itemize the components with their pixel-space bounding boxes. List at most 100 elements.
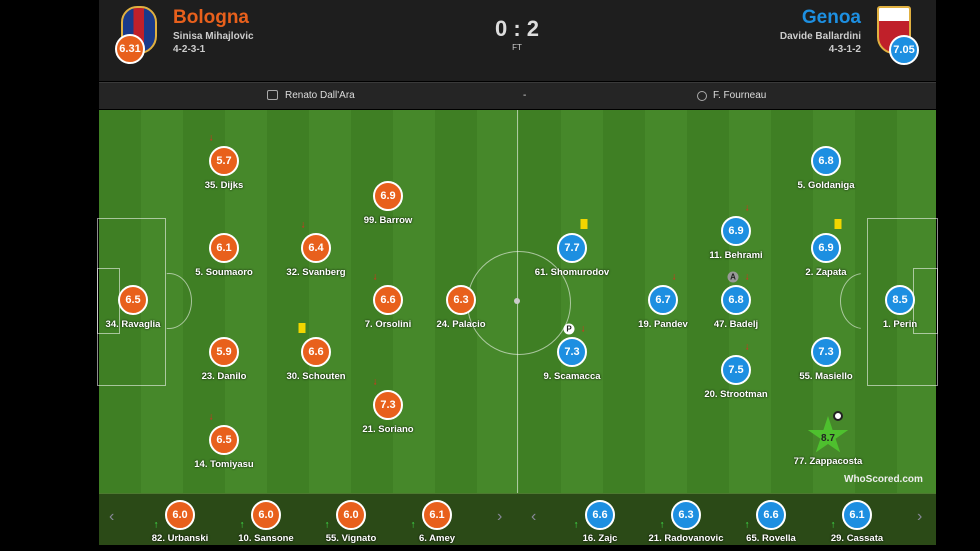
- player-name[interactable]: 11. Behrami: [709, 250, 763, 261]
- player-name[interactable]: 77. Zappacosta: [793, 456, 863, 467]
- yellow-card-icon: [298, 323, 306, 333]
- player-name[interactable]: 1. Perin: [882, 319, 918, 330]
- home-subs-next-icon[interactable]: ›: [497, 508, 503, 525]
- player-name[interactable]: 20. Strootman: [704, 389, 768, 400]
- player-rating[interactable]: 6.1: [209, 233, 239, 263]
- player-rating[interactable]: 6.9: [373, 181, 403, 211]
- venue: Renato Dall'Ara: [285, 90, 355, 101]
- sub-player-name[interactable]: 6. Amey: [418, 533, 456, 544]
- sub-on-arrow-icon: ↑: [744, 519, 750, 531]
- sub-off-arrow-icon: ↓: [744, 271, 750, 283]
- player-rating[interactable]: 7.5: [721, 355, 751, 385]
- player-rating[interactable]: 6.7: [648, 285, 678, 315]
- pitch: WhoScored.com: [97, 110, 938, 493]
- sub-off-arrow-icon: ↓: [300, 219, 306, 231]
- referee: F. Fourneau: [713, 90, 767, 101]
- player-name[interactable]: 21. Soriano: [362, 424, 414, 435]
- sub-on-arrow-icon: ↑: [239, 519, 245, 531]
- player-name[interactable]: 5. Soumaoro: [195, 267, 253, 278]
- away-manager: Davide Ballardini: [779, 31, 861, 42]
- stadium-icon: [267, 90, 278, 100]
- sub-player-name[interactable]: 10. Sansone: [238, 533, 294, 544]
- sub-player-rating[interactable]: 6.0: [251, 500, 281, 530]
- sub-player-rating[interactable]: 6.1: [422, 500, 452, 530]
- player-rating[interactable]: 6.9: [811, 233, 841, 263]
- home-team-rating: 6.31: [115, 34, 145, 64]
- player-rating[interactable]: 7.3: [557, 337, 587, 367]
- sub-player-rating[interactable]: 6.0: [336, 500, 366, 530]
- sub-off-arrow-icon: ↓: [208, 132, 214, 144]
- player-name[interactable]: 99. Barrow: [363, 215, 413, 226]
- player-name[interactable]: 7. Orsolini: [364, 319, 412, 330]
- sub-off-arrow-icon: ↓: [671, 271, 677, 283]
- substitutes-bar: ‹ › ‹ ›: [99, 493, 936, 545]
- player-name[interactable]: 61. Shomurodov: [534, 267, 610, 278]
- player-rating[interactable]: 8.5: [885, 285, 915, 315]
- player-rating[interactable]: 5.9: [209, 337, 239, 367]
- watermark-text: WhoScored.com: [844, 474, 923, 485]
- sub-player-name[interactable]: 16. Zajc: [582, 533, 618, 544]
- home-manager: Sinisa Mihajlovic: [173, 31, 254, 42]
- player-name[interactable]: 55. Masiello: [799, 371, 853, 382]
- player-rating[interactable]: 6.6: [301, 337, 331, 367]
- player-name[interactable]: 32. Svanberg: [286, 267, 346, 278]
- player-rating[interactable]: 6.6: [373, 285, 403, 315]
- player-rating[interactable]: 6.4: [301, 233, 331, 263]
- away-subs-next-icon[interactable]: ›: [917, 508, 923, 525]
- sub-player-name[interactable]: 21. Radovanovic: [648, 533, 724, 544]
- player-name[interactable]: 5. Goldaniga: [797, 180, 855, 191]
- sub-player-name[interactable]: 29. Cassata: [830, 533, 884, 544]
- player-rating[interactable]: 6.8: [721, 285, 751, 315]
- sub-off-arrow-icon: ↓: [208, 411, 214, 423]
- player-name[interactable]: 24. Palacio: [436, 319, 486, 330]
- sub-player-name[interactable]: 65. Rovella: [746, 533, 796, 544]
- player-name[interactable]: 14. Tomiyasu: [194, 459, 254, 470]
- player-name[interactable]: 2. Zapata: [805, 267, 847, 278]
- home-subs-prev-icon[interactable]: ‹: [109, 508, 115, 525]
- sub-on-arrow-icon: ↑: [573, 519, 579, 531]
- sub-on-arrow-icon: ↑: [410, 519, 416, 531]
- sub-off-arrow-icon: ↓: [744, 202, 750, 214]
- player-rating[interactable]: 6.3: [446, 285, 476, 315]
- sub-on-arrow-icon: ↑: [324, 519, 330, 531]
- player-rating[interactable]: 6.9: [721, 216, 751, 246]
- whistle-icon: [697, 91, 707, 101]
- sub-player-rating[interactable]: 6.3: [671, 500, 701, 530]
- player-rating[interactable]: 6.5: [209, 425, 239, 455]
- whoscored-watermark: WhoScored.com: [844, 474, 923, 485]
- away-team-rating: 7.05: [889, 35, 919, 65]
- badge-assist-icon: A: [727, 271, 739, 283]
- sub-player-name[interactable]: 82. Urbanski: [151, 533, 209, 544]
- player-name[interactable]: 35. Dijks: [204, 180, 244, 191]
- sub-off-arrow-icon: ↓: [580, 323, 586, 335]
- sub-player-rating[interactable]: 6.0: [165, 500, 195, 530]
- goal-ball-icon: [833, 411, 843, 421]
- player-rating[interactable]: 7.3: [811, 337, 841, 367]
- player-name[interactable]: 19. Pandev: [638, 319, 688, 330]
- home-formation: 4-2-3-1: [173, 44, 206, 55]
- player-rating[interactable]: 6.5: [118, 285, 148, 315]
- sub-player-rating[interactable]: 6.6: [585, 500, 615, 530]
- player-name[interactable]: 34. Ravaglia: [105, 319, 161, 330]
- yellow-card-icon: [580, 219, 588, 229]
- sub-player-name[interactable]: 55. Vignato: [325, 533, 377, 544]
- sub-player-rating[interactable]: 6.6: [756, 500, 786, 530]
- sub-player-rating[interactable]: 6.1: [842, 500, 872, 530]
- yellow-card-icon: [834, 219, 842, 229]
- away-team-name[interactable]: Genoa: [801, 7, 861, 28]
- match-info-bar: Renato Dall'Ara - F. Fourneau: [99, 82, 936, 109]
- sub-on-arrow-icon: ↑: [830, 519, 836, 531]
- player-rating[interactable]: 5.7: [209, 146, 239, 176]
- away-subs-prev-icon[interactable]: ‹: [531, 508, 537, 525]
- player-name[interactable]: 30. Schouten: [286, 371, 346, 382]
- player-rating[interactable]: 6.8: [811, 146, 841, 176]
- sub-on-arrow-icon: ↑: [659, 519, 665, 531]
- player-name[interactable]: 47. Badelj: [713, 319, 759, 330]
- player-rating[interactable]: 7.7: [557, 233, 587, 263]
- player-name[interactable]: 23. Danilo: [201, 371, 247, 382]
- separator: -: [523, 90, 527, 101]
- player-rating[interactable]: 7.3: [373, 390, 403, 420]
- away-formation: 4-3-1-2: [828, 44, 861, 55]
- player-name[interactable]: 9. Scamacca: [543, 371, 601, 382]
- home-team-name[interactable]: Bologna: [173, 7, 249, 28]
